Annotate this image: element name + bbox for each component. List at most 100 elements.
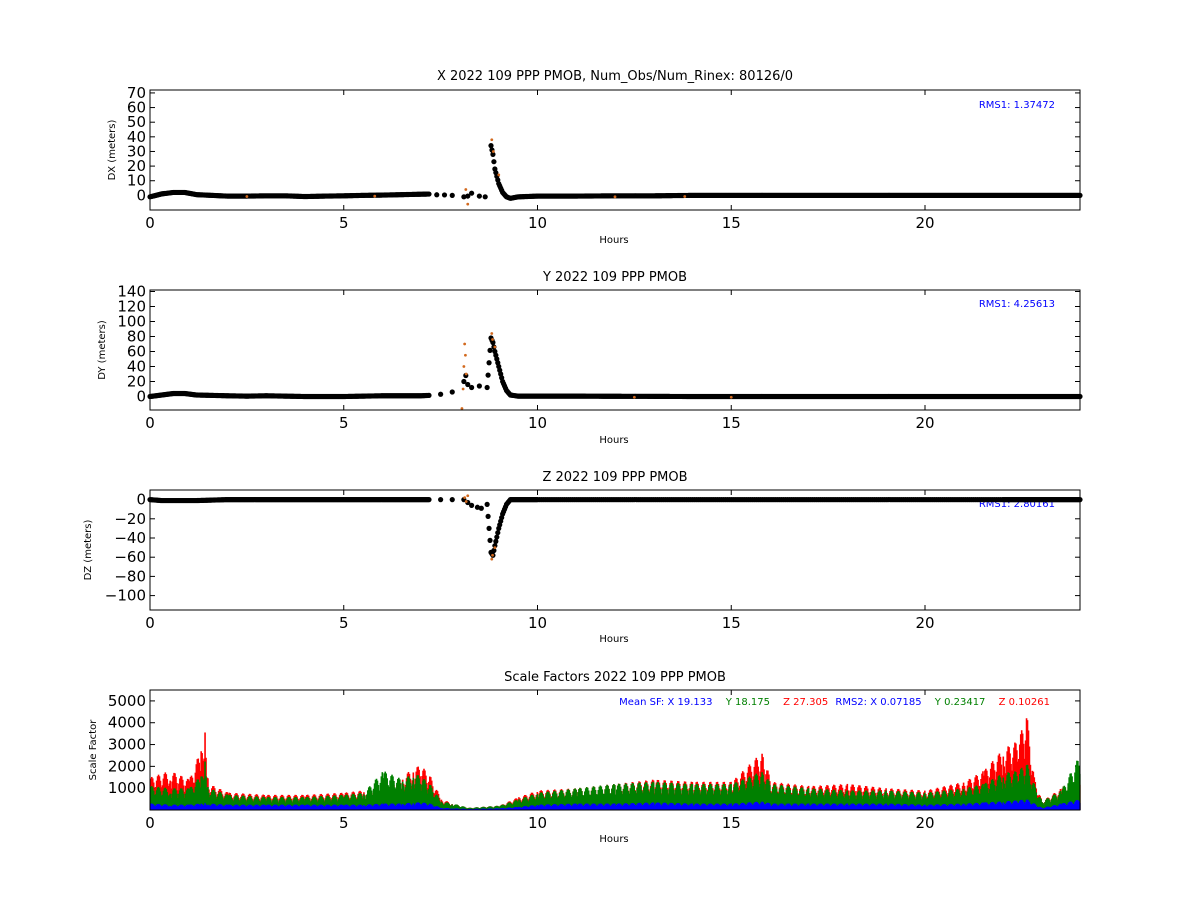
data-point [441, 192, 448, 198]
data-point [491, 338, 494, 341]
data-point [461, 387, 465, 391]
data-point [373, 194, 377, 198]
x-tick-label: 0 [145, 614, 155, 632]
data-point [465, 193, 471, 199]
data-point [490, 138, 494, 142]
dx-data-marks [147, 138, 1083, 206]
data-point [497, 173, 501, 177]
y-tick-label: 0 [136, 388, 146, 406]
x-tick-label: 10 [528, 214, 547, 232]
data-point [449, 389, 455, 395]
y-tick-label: −60 [114, 548, 146, 566]
data-point [486, 525, 492, 532]
x-tick-label: 15 [722, 614, 741, 632]
data-point [476, 383, 482, 389]
dy-chart-title: Y 2022 109 PPP PMOB [542, 270, 687, 285]
y-tick-label: 0 [136, 491, 146, 509]
data-point [490, 332, 494, 335]
sf-rms2-x: RMS2: X 0.07185 [835, 697, 921, 708]
sf-y-axis-label: Scale Factor [88, 719, 99, 781]
data-point [449, 192, 455, 198]
sf-x-axis-label: Hours [599, 834, 628, 845]
data-point [490, 151, 496, 157]
y-tick-label: −80 [114, 567, 146, 585]
x-tick-label: 5 [339, 214, 349, 232]
y-tick-label: −40 [114, 529, 146, 547]
data-point [461, 194, 467, 200]
x-tick-label: 15 [722, 214, 741, 232]
y-tick-label: 50 [127, 113, 146, 131]
data-point [463, 496, 467, 500]
data-point [469, 190, 475, 196]
data-point [491, 159, 497, 165]
data-point [478, 505, 484, 511]
dz-y-axis-label: DZ (meters) [83, 519, 94, 580]
y-tick-label: 3000 [108, 736, 146, 754]
data-point [469, 384, 475, 391]
data-point [495, 530, 501, 536]
dx-x-axis-label: Hours [599, 235, 628, 246]
x-tick-label: 10 [528, 814, 547, 832]
data-point [476, 193, 482, 199]
data-point [469, 502, 475, 508]
data-point [464, 372, 468, 376]
data-point [449, 497, 455, 503]
sf-stats-legend: Mean SF: X 19.133 Y 18.175 Z 27.305 RMS2… [619, 697, 1050, 708]
dx-y-axis-label: DX (meters) [107, 119, 118, 180]
dz-panel: Z 2022 109 PPP PMOB DZ (meters) Hours RM… [83, 470, 1083, 645]
data-point [729, 395, 733, 399]
dz-ticks: 0 5 10 15 200−20−40−60−80−100 [105, 490, 1080, 632]
data-point [465, 381, 471, 388]
dz-chart-title: Z 2022 109 PPP PMOB [542, 470, 687, 485]
x-tick-label: 5 [339, 814, 349, 832]
data-point [683, 195, 687, 198]
data-point [482, 194, 488, 200]
data-point [426, 191, 432, 197]
data-point [490, 339, 496, 346]
x-tick-label: 20 [915, 214, 934, 232]
data-point [485, 372, 491, 378]
data-point [466, 494, 470, 498]
x-tick-label: 10 [528, 414, 547, 432]
data-point [485, 513, 491, 520]
dy-rms-annotation: RMS1: 4.25613 [979, 299, 1055, 310]
data-point [464, 500, 468, 503]
data-point [462, 365, 466, 368]
data-point [486, 360, 492, 366]
data-point [464, 188, 468, 191]
data-point [493, 546, 497, 549]
data-point [461, 378, 467, 385]
y-tick-label: 5000 [108, 692, 146, 710]
x-tick-label: 0 [145, 814, 155, 832]
data-point [487, 347, 493, 353]
sf-mean-x: Mean SF: X 19.133 [619, 697, 712, 708]
data-point [463, 342, 467, 346]
sf-mean-z: Z 27.305 [783, 697, 828, 708]
y-tick-label: 70 [127, 84, 146, 102]
data-point [484, 501, 490, 507]
sf-mean-y: Y 18.175 [725, 697, 770, 708]
sf-rms2-z: Z 0.10261 [999, 697, 1050, 708]
dy-data-marks [147, 332, 1083, 410]
data-point [245, 195, 249, 198]
data-point [484, 384, 490, 391]
data-point [613, 195, 617, 199]
x-tick-label: 0 [145, 214, 155, 232]
data-point [488, 143, 494, 149]
x-tick-label: 20 [915, 614, 934, 632]
dy-axes-frame [149, 289, 1081, 411]
y-tick-label: 2000 [108, 757, 146, 775]
data-point [493, 538, 499, 544]
data-point [494, 534, 500, 540]
dx-rms-annotation: RMS1: 1.37472 [979, 100, 1055, 111]
x-tick-label: 10 [528, 614, 547, 632]
dy-y-axis-label: DY (meters) [97, 320, 108, 380]
dz-data-marks [147, 494, 1083, 561]
data-point [426, 392, 432, 398]
y-tick-label: −100 [105, 587, 146, 605]
data-point [466, 202, 470, 206]
dx-chart-title: X 2022 109 PPP PMOB, Num_Obs/Num_Rinex: … [437, 69, 793, 84]
